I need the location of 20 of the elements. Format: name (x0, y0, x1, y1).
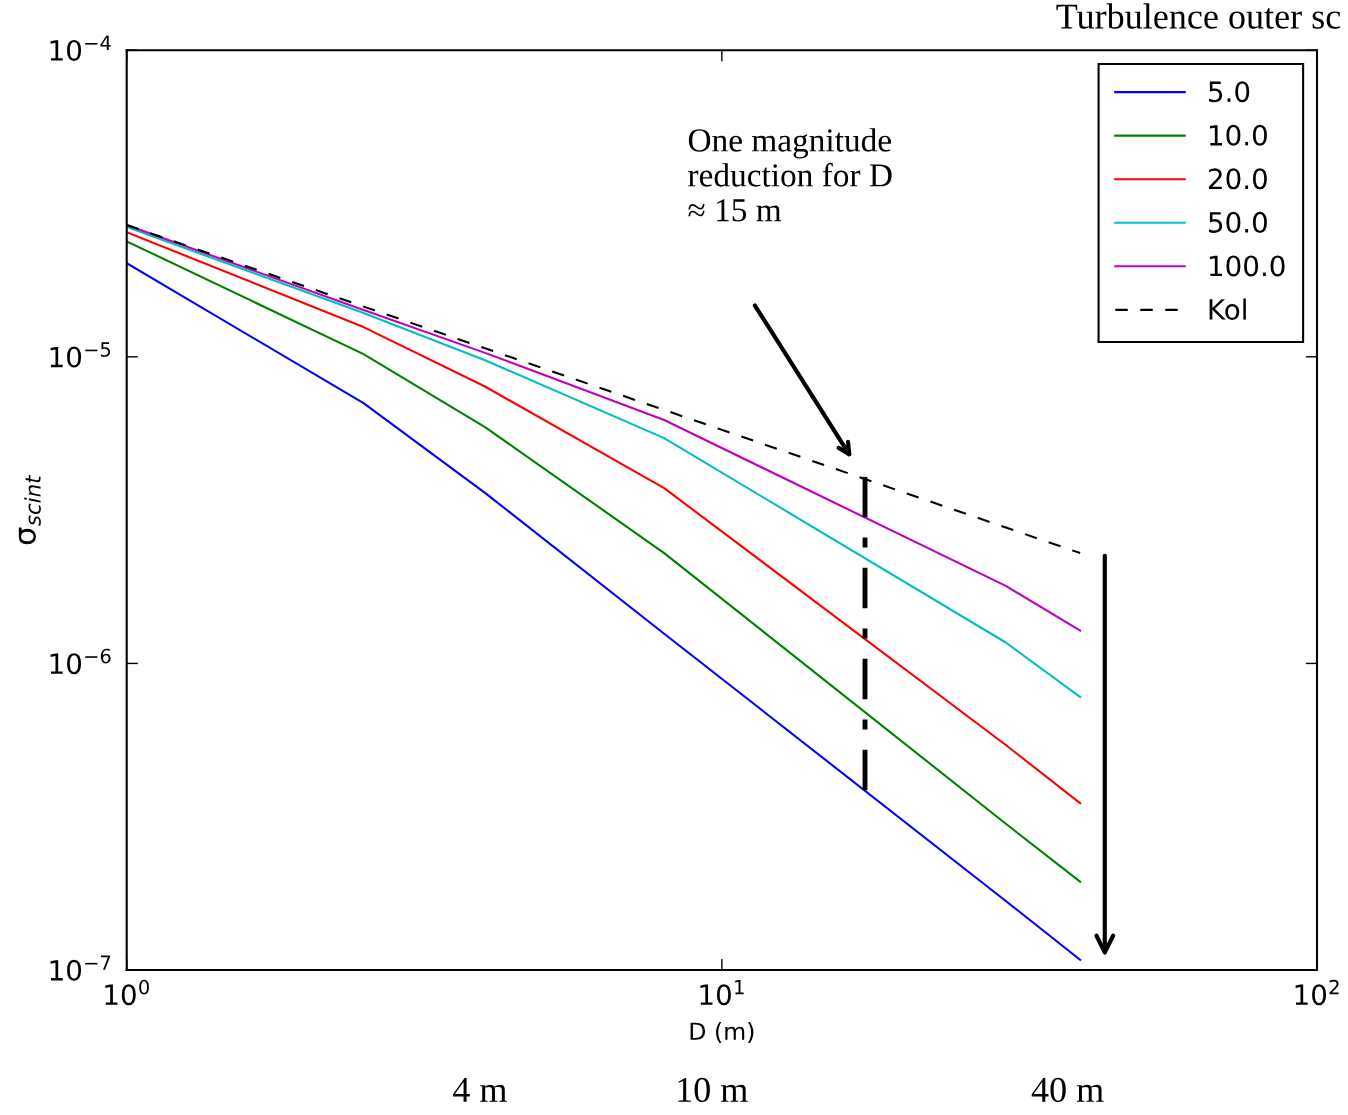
legend-label: 5.0 (1209, 81, 1250, 103)
legend-label: 20.0 (1208, 168, 1267, 190)
y-axis-title: σ$_{scint}$ (18, 474, 41, 545)
legend-title: Turbulence outer sc (1056, 3, 1341, 29)
annotation: One magnitude reduction for D ≈ 15 m (688, 128, 892, 222)
y-tick-label: 10$^{−5}$ (50, 342, 111, 368)
x-tick-label: 10$^{1}$ (700, 980, 744, 1006)
legend-label: Kol (1209, 298, 1246, 320)
text: 10 m (678, 1077, 748, 1103)
x-tick-label: 10$^{0}$ (105, 979, 149, 1006)
legend-label: 50.0 (1209, 211, 1267, 233)
x-axis-title: D (m) (690, 1021, 754, 1043)
y-tick-label: 10$^{−7}$ (50, 955, 111, 981)
y-tick-label: 10$^{−6}$ (50, 648, 111, 675)
text: 40 m (1031, 1077, 1104, 1103)
text: 4 m (453, 1077, 507, 1102)
legend-label: 10.0 (1209, 124, 1267, 146)
x-tick-label: 10$^{2}$ (1295, 979, 1339, 1006)
y-tick-label: 10$^{−4}$ (50, 35, 111, 61)
legend-label: 100.0 (1209, 255, 1285, 277)
